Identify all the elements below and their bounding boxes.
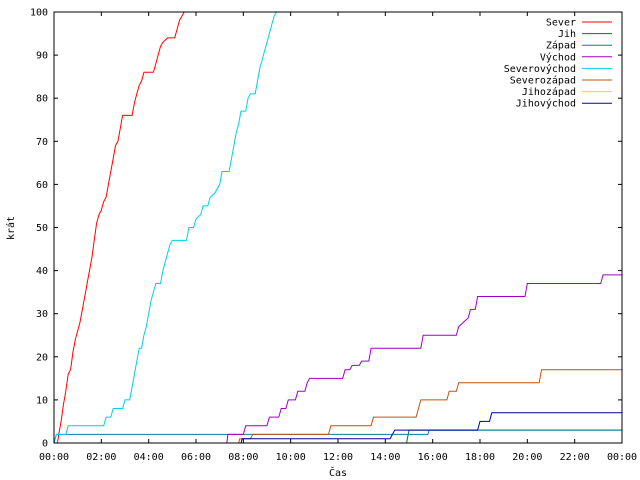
x-tick-label: 02:00	[86, 452, 116, 463]
y-tick-label: 70	[36, 137, 48, 148]
y-tick-label: 80	[36, 94, 48, 105]
legend-label: Severovýchod	[504, 63, 576, 75]
y-tick-label: 60	[36, 180, 48, 191]
x-tick-label: 22:00	[560, 452, 590, 463]
series-line	[240, 412, 622, 444]
legend-label: Západ	[546, 40, 576, 52]
y-tick-label: 20	[36, 352, 48, 363]
x-tick-label: 10:00	[276, 452, 306, 463]
x-tick-label: 00:00	[39, 452, 69, 463]
y-tick-label: 100	[30, 8, 48, 19]
y-axis-label: krát	[5, 216, 17, 240]
series-line	[53, 11, 277, 444]
x-tick-label: 06:00	[181, 452, 211, 463]
x-tick-label: 14:00	[370, 452, 400, 463]
y-tick-label: 30	[36, 309, 48, 320]
x-axis-label: Čas	[329, 466, 347, 479]
y-tick-label: 40	[36, 266, 48, 277]
legend-label: Jih	[558, 29, 576, 40]
series-line	[54, 11, 185, 444]
y-tick-label: 0	[42, 439, 48, 450]
x-tick-label: 00:00	[607, 452, 637, 463]
x-tick-label: 12:00	[323, 452, 353, 463]
legend-label: Jihozápad	[522, 86, 576, 98]
legend-label: Jihovýchod	[516, 98, 576, 110]
legend-label: Severozápad	[510, 75, 576, 87]
y-tick-label: 10	[36, 395, 48, 406]
x-tick-label: 16:00	[418, 452, 448, 463]
y-tick-label: 90	[36, 51, 48, 62]
x-tick-label: 08:00	[228, 452, 258, 463]
x-tick-label: 20:00	[512, 452, 542, 463]
y-tick-label: 50	[36, 223, 48, 234]
y-axis: 0 10 20 30 40 50 60 70 80 90 100	[30, 8, 622, 450]
legend-label: Sever	[546, 18, 576, 29]
series-line	[226, 274, 622, 444]
x-tick-label: 18:00	[465, 452, 495, 463]
series-layer	[53, 11, 622, 444]
x-axis: 00:00 02:00 04:00 06:00 08:00 10:00 12:00 14:00…	[39, 12, 637, 463]
x-tick-label: 04:00	[134, 452, 164, 463]
series-line	[238, 369, 622, 444]
legend-label: Východ	[540, 51, 576, 63]
legend: SeverJihZápadVýchodSeverovýchodSeverozáp…	[504, 18, 612, 110]
